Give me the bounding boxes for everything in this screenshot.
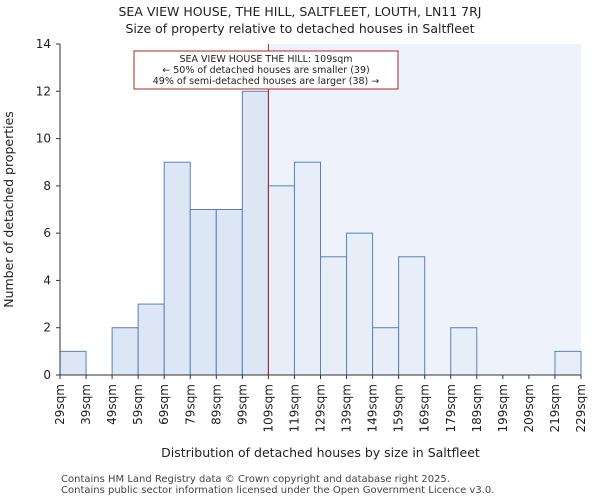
chart-subtitle: Size of property relative to detached ho… <box>125 21 475 36</box>
y-tick-label: 0 <box>43 368 51 382</box>
x-tick-label: 149sqm <box>366 384 380 432</box>
y-tick-label: 8 <box>43 179 51 193</box>
footer-licence: Contains public sector information licen… <box>61 485 495 496</box>
x-tick-label: 109sqm <box>261 384 275 432</box>
y-tick-label: 2 <box>43 321 51 335</box>
annotation-line: SEA VIEW HOUSE THE HILL: 109sqm <box>180 54 353 65</box>
annotation-line: ← 50% of detached houses are smaller (39… <box>162 65 369 76</box>
x-tick-label: 189sqm <box>470 384 484 432</box>
histogram-bar <box>293 161 322 376</box>
histogram-bar <box>241 90 269 376</box>
y-tick-label: 6 <box>43 226 51 240</box>
histogram-bar <box>215 209 243 376</box>
x-tick-label: 59sqm <box>131 384 145 425</box>
x-tick-label: 219sqm <box>548 384 562 432</box>
histogram-bar <box>111 327 139 376</box>
x-tick-label: 169sqm <box>418 384 432 432</box>
x-tick-label: 29sqm <box>53 384 67 425</box>
y-tick-label: 4 <box>43 273 51 287</box>
annotation-box <box>133 50 399 90</box>
histogram-bar <box>554 350 582 376</box>
x-tick-label: 39sqm <box>79 384 93 425</box>
x-tick-label: 199sqm <box>496 384 510 432</box>
histogram-bar <box>450 327 478 376</box>
x-tick-label: 79sqm <box>183 384 197 425</box>
y-tick-label: 14 <box>36 37 51 51</box>
x-tick-label: 129sqm <box>314 384 328 432</box>
x-tick-label: 229sqm <box>574 384 588 432</box>
histogram-bar <box>346 232 374 376</box>
histogram-bar <box>163 161 191 376</box>
x-tick-label: 89sqm <box>209 384 223 425</box>
y-tick-label: 12 <box>36 84 51 98</box>
y-axis-title: Number of detached properties <box>1 111 16 308</box>
x-tick-label: 179sqm <box>444 384 458 432</box>
x-tick-label: 119sqm <box>287 384 301 432</box>
x-tick-label: 139sqm <box>340 384 354 432</box>
x-tick-label: 69sqm <box>157 384 171 425</box>
histogram-bar <box>137 303 165 376</box>
chart-title: SEA VIEW HOUSE, THE HILL, SALTFLEET, LOU… <box>118 4 482 19</box>
histogram-bar <box>372 327 400 376</box>
x-tick-label: 159sqm <box>392 384 406 432</box>
histogram-bar <box>320 256 348 376</box>
histogram-bar <box>189 209 217 376</box>
x-axis-title: Distribution of detached houses by size … <box>161 445 480 460</box>
footer-copyright: Contains HM Land Registry data © Crown c… <box>61 474 450 485</box>
y-tick-label: 10 <box>36 132 51 146</box>
annotation-line: 49% of semi-detached houses are larger (… <box>153 76 380 87</box>
histogram-bar <box>267 185 295 376</box>
x-tick-label: 99sqm <box>235 384 249 425</box>
histogram-bar <box>398 256 426 376</box>
histogram-bar <box>59 350 87 376</box>
x-tick-label: 209sqm <box>522 384 536 432</box>
x-tick-label: 49sqm <box>105 384 119 425</box>
